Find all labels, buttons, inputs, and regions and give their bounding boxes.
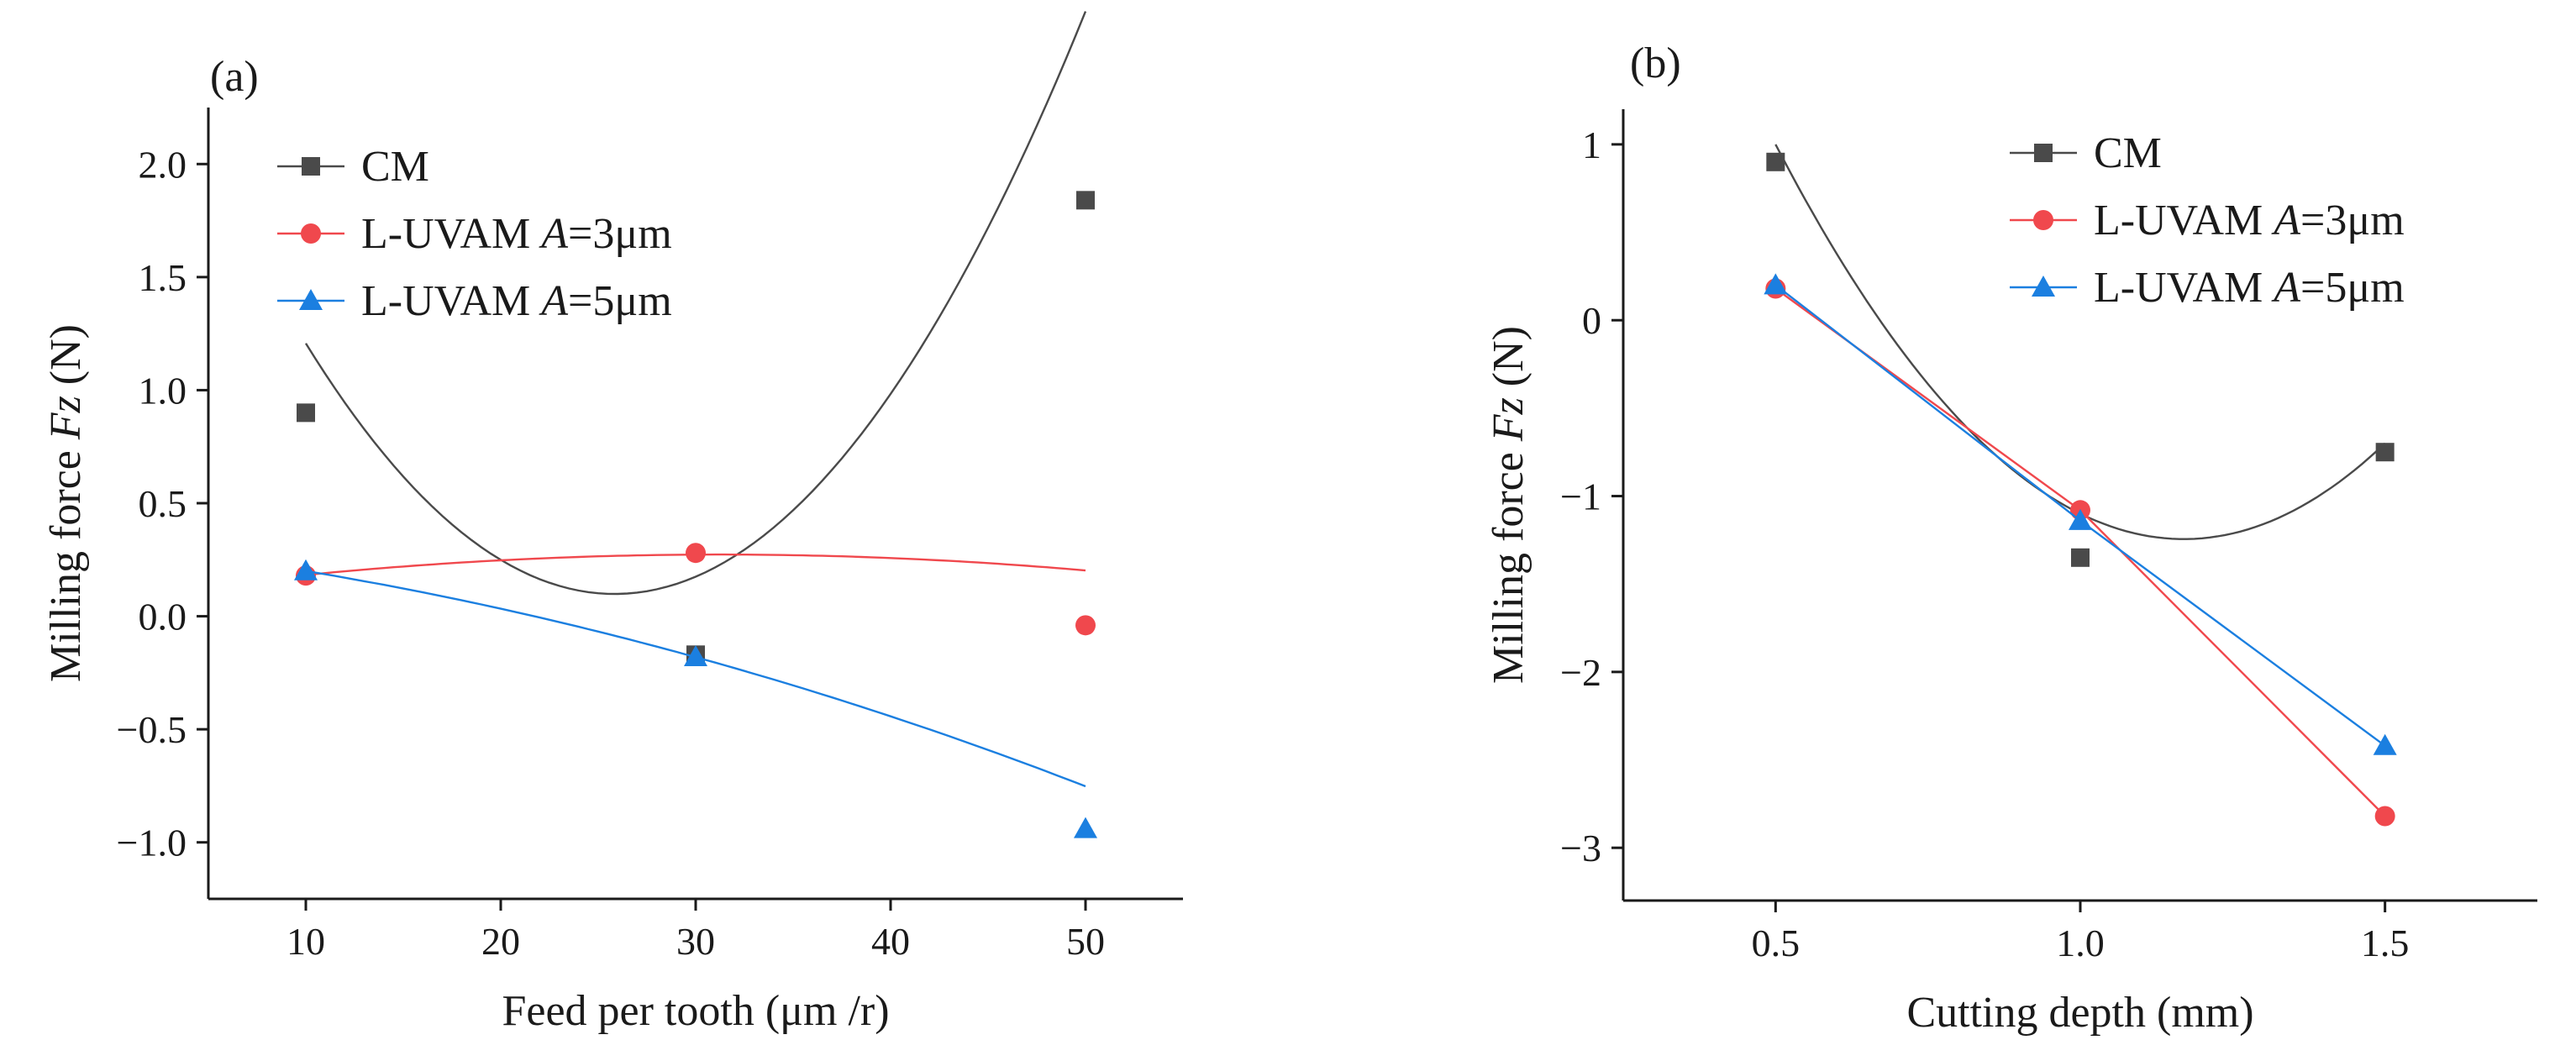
data-point bbox=[686, 543, 706, 564]
y-tick-label: 1.5 bbox=[139, 256, 187, 299]
x-tick-label: 40 bbox=[871, 920, 910, 963]
y-axis-label: Milling force Fz (N) bbox=[1485, 326, 1532, 684]
y-tick-label: 0 bbox=[1582, 299, 1601, 342]
legend-label: L-UVAM A=3μm bbox=[361, 210, 672, 258]
y-tick-label: −1 bbox=[1560, 475, 1601, 518]
series-line bbox=[304, 11, 1087, 596]
legend-label: CM bbox=[361, 143, 429, 191]
x-axis-label: Cutting depth (mm) bbox=[1906, 989, 2253, 1037]
series-2 bbox=[296, 543, 1096, 636]
legend-marker bbox=[301, 223, 321, 244]
y-tick-label: −3 bbox=[1560, 827, 1601, 869]
data-point bbox=[2071, 548, 2090, 567]
chart-panel-a: (a) 10 20 30 40 50 −1.0 −0.5 0.0 0.5 1.0 1.5 2.0 Feed… bbox=[42, 11, 1183, 1035]
data-point bbox=[294, 559, 318, 580]
legend-marker bbox=[299, 289, 323, 310]
y-tick-label: 1.0 bbox=[139, 369, 187, 412]
data-point bbox=[1766, 152, 1785, 171]
data-point bbox=[1076, 191, 1095, 210]
legend-marker bbox=[2032, 276, 2055, 297]
y-tick-label: 1 bbox=[1582, 123, 1601, 166]
series-line bbox=[305, 570, 1086, 788]
data-point bbox=[2069, 508, 2092, 530]
data-point bbox=[1764, 273, 1788, 295]
y-tick-label: −1.0 bbox=[117, 822, 187, 864]
data-point bbox=[684, 645, 707, 667]
legend: CM L-UVAM A=3μm L-UVAM A=5μm bbox=[277, 143, 672, 325]
legend: CM L-UVAM A=3μm L-UVAM A=5μm bbox=[2010, 129, 2405, 312]
legend-label: L-UVAM A=5μm bbox=[2094, 264, 2405, 312]
data-point bbox=[2374, 806, 2395, 827]
legend-marker bbox=[2034, 144, 2053, 162]
legend-label: L-UVAM A=3μm bbox=[2094, 197, 2405, 244]
x-tick-label: 30 bbox=[676, 920, 715, 963]
x-axis-label: Feed per tooth (μm /r) bbox=[502, 987, 889, 1035]
panel-label: (b) bbox=[1630, 39, 1681, 87]
data-point bbox=[2375, 443, 2395, 462]
panel-label: (a) bbox=[210, 53, 259, 101]
data-point bbox=[1074, 817, 1097, 838]
x-tick-label: 1.0 bbox=[2056, 922, 2105, 964]
y-tick-label: 0.0 bbox=[139, 596, 187, 638]
y-tick-label: −0.5 bbox=[117, 708, 187, 751]
y-axis-label: Milling force Fz (N) bbox=[42, 324, 90, 682]
legend-label: CM bbox=[2094, 129, 2162, 177]
y-tick-label: 0.5 bbox=[139, 482, 187, 525]
data-point bbox=[2373, 733, 2397, 755]
y-tick-label: −2 bbox=[1560, 651, 1601, 694]
x-tick-label: 20 bbox=[481, 920, 520, 963]
series-3 bbox=[294, 559, 1097, 838]
legend-marker bbox=[2033, 210, 2053, 230]
data-point bbox=[1075, 615, 1096, 636]
series-3 bbox=[1764, 273, 2397, 755]
y-tick-label: 2.0 bbox=[139, 143, 187, 186]
x-tick-label: 0.5 bbox=[1752, 922, 1801, 964]
chart-panel-b: (b) 0.5 1.0 1.5 −3 −2 −1 0 1 Cutting depth (mm) Mi… bbox=[1485, 39, 2537, 1037]
x-tick-label: 1.5 bbox=[2361, 922, 2410, 964]
x-tick-label: 10 bbox=[287, 920, 325, 963]
x-tick-label: 50 bbox=[1066, 920, 1105, 963]
data-point bbox=[297, 403, 315, 423]
legend-label: L-UVAM A=5μm bbox=[361, 277, 672, 325]
legend-marker bbox=[302, 157, 320, 176]
